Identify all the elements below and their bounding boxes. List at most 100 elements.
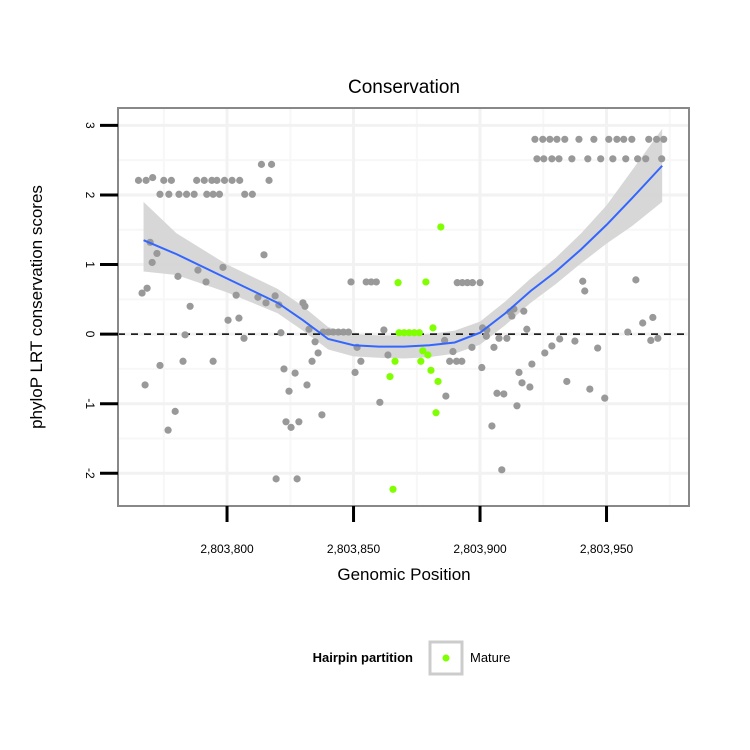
point-other [376,398,384,406]
point-other [329,328,337,336]
point-other [167,176,175,184]
point-other [476,279,484,287]
point-other [642,155,650,163]
point-other [561,135,569,143]
point-other [224,316,232,324]
point-other [357,357,365,365]
point-other [563,377,571,386]
point-other [220,176,229,184]
point-other [344,328,353,336]
point-mature [400,329,408,337]
point-other [539,135,547,143]
point-other [622,155,630,163]
point-mature [394,279,402,287]
point-other [143,284,151,292]
legend-title: Hairpin partition [313,650,413,665]
point-mature [424,351,432,359]
point-other [311,338,319,346]
point-other [235,314,243,322]
point-other [219,263,227,271]
point-mature [429,324,437,332]
point-other [260,251,268,259]
point-other [324,328,332,336]
point-other [586,385,594,393]
y-tick-label: 1 [83,261,97,268]
point-other [579,277,587,285]
point-other [285,387,293,395]
point-other [620,135,628,143]
point-other [453,279,461,287]
point-other [175,190,183,198]
point-other [209,357,217,365]
point-other [463,279,471,287]
point-other [490,343,498,351]
point-other [632,276,640,284]
point-other [458,279,466,287]
point-other [571,337,579,345]
point-mature [427,366,435,374]
point-other [248,190,256,198]
point-other [458,357,466,365]
point-other [548,155,556,163]
point-other [236,176,244,184]
point-other [523,325,531,333]
panel-border [117,107,690,507]
point-other [384,351,392,359]
point-other [513,402,521,410]
point-other [548,342,556,350]
point-other [287,423,295,431]
y-tick-label: -2 [83,468,97,479]
point-other [446,357,454,365]
point-other [568,155,576,163]
point-mature [386,372,394,381]
point-other [193,176,201,184]
points [134,135,668,493]
point-other [141,381,149,389]
point-mature [415,329,423,337]
point-other [318,411,326,419]
point-other [228,176,236,184]
point-other [171,407,179,415]
point-other [594,344,602,352]
legend-mature-marker [442,654,450,662]
point-other [518,379,526,387]
point-other [556,335,564,343]
point-other [441,336,449,344]
point-other [138,289,146,297]
point-mature [434,377,442,386]
point-other [533,155,541,163]
point-mature [419,347,427,355]
point-other [215,190,224,198]
point-other [597,155,605,163]
point-other [267,160,276,168]
point-other [584,155,592,163]
point-other [209,190,217,198]
point-other [190,190,198,198]
point-other [262,299,270,307]
point-other [495,334,503,342]
point-mature [422,278,430,286]
x-tick-label: 2,803,950 [580,542,634,556]
point-mature [405,329,413,337]
point-other [232,291,240,299]
point-other [639,319,647,327]
y-tick-label: 0 [83,331,97,338]
point-mature [389,485,397,493]
axes: 2,803,800 2,803,850 2,803,900 2,803,950 -2 -1… [83,122,634,556]
point-other [182,190,191,198]
point-mature [417,357,425,365]
point-other [526,383,534,391]
point-other [314,349,322,357]
point-other [660,135,668,143]
point-other [540,155,548,163]
point-other [339,328,348,336]
point-other [581,287,589,295]
point-mature [395,329,403,337]
point-other [293,475,301,483]
point-other [575,135,583,143]
point-other [202,278,210,286]
point-other [541,349,549,357]
point-other [165,190,173,198]
point-other [334,328,342,336]
y-tick-label: 2 [83,192,97,199]
